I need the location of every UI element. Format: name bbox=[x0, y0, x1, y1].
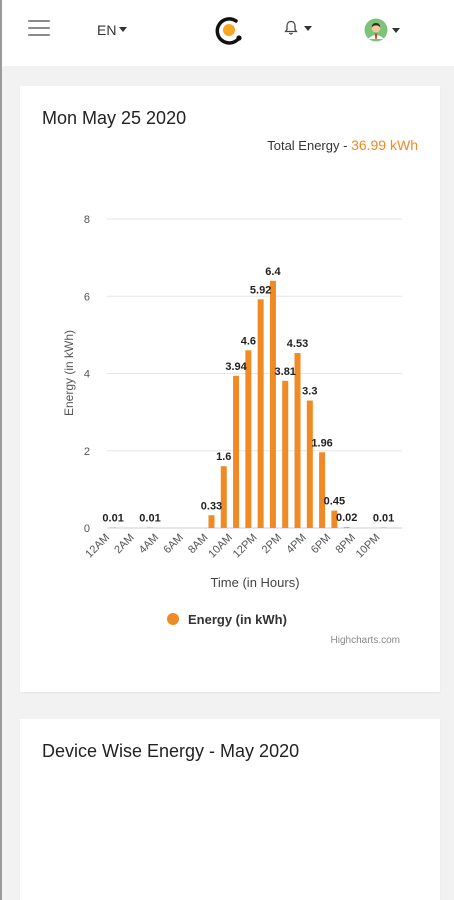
y-tick-label: 0 bbox=[84, 523, 90, 535]
chevron-down-icon bbox=[119, 26, 128, 32]
data-label: 0.33 bbox=[201, 500, 222, 512]
data-label: 4.53 bbox=[287, 338, 308, 350]
data-label: 1.96 bbox=[311, 437, 332, 449]
bar[interactable] bbox=[282, 380, 289, 528]
data-label: 4.6 bbox=[241, 335, 256, 347]
card-title: Device Wise Energy - May 2020 bbox=[42, 741, 300, 761]
user-menu[interactable] bbox=[364, 18, 400, 42]
x-tick-label: 4PM bbox=[284, 532, 308, 556]
chart-legend[interactable]: Energy (in kWh) bbox=[167, 612, 287, 627]
y-tick-label: 8 bbox=[84, 214, 90, 226]
data-label: 3.81 bbox=[275, 366, 296, 378]
x-tick-label: 4AM bbox=[137, 532, 161, 556]
x-tick-label: 12PM bbox=[231, 532, 260, 561]
data-label: 0.45 bbox=[324, 496, 345, 508]
y-axis-label: Energy (in kWh) bbox=[62, 330, 76, 416]
energy-bar-chart: 0.01 0.01 0.33 1.6 3.94 4.6 5.92 6.4 3.81 4.53 3.3… bbox=[62, 214, 402, 646]
top-bar: EN bbox=[2, 0, 454, 66]
bar[interactable] bbox=[319, 452, 326, 528]
x-tick-label: 12AM bbox=[83, 532, 112, 561]
data-label: 3.3 bbox=[302, 386, 317, 398]
data-label: 1.6 bbox=[216, 451, 231, 463]
legend-label: Energy (in kWh) bbox=[188, 612, 287, 627]
device-wise-energy-card: Device Wise Energy - May 2020 bbox=[20, 719, 440, 900]
bar[interactable] bbox=[233, 375, 240, 528]
y-tick-label: 2 bbox=[84, 446, 90, 458]
menu-icon[interactable] bbox=[28, 20, 50, 38]
total-energy-label: Total Energy - bbox=[267, 138, 352, 153]
bar[interactable] bbox=[331, 510, 338, 528]
data-label: 6.4 bbox=[265, 266, 281, 278]
x-tick-label: 10PM bbox=[354, 532, 383, 561]
bar[interactable] bbox=[294, 353, 301, 528]
bar[interactable] bbox=[245, 350, 252, 528]
bar[interactable] bbox=[220, 466, 227, 528]
data-label: 0.02 bbox=[336, 512, 357, 524]
bar[interactable] bbox=[257, 299, 264, 528]
user-avatar-icon bbox=[364, 18, 388, 42]
language-label: EN bbox=[97, 22, 117, 38]
app-logo-icon[interactable] bbox=[210, 13, 246, 49]
bar[interactable] bbox=[208, 515, 215, 528]
y-tick-label: 4 bbox=[84, 369, 90, 381]
data-label: 0.01 bbox=[139, 513, 160, 525]
chevron-down-icon bbox=[392, 27, 400, 33]
x-tick-label: 6PM bbox=[309, 532, 333, 556]
legend-marker bbox=[167, 613, 179, 625]
x-tick-label: 10AM bbox=[206, 532, 235, 561]
bar[interactable] bbox=[343, 527, 350, 528]
bar[interactable] bbox=[306, 400, 313, 528]
card-title: Mon May 25 2020 bbox=[42, 108, 187, 128]
x-tick-label: 2AM bbox=[112, 532, 136, 556]
chevron-down-icon bbox=[304, 25, 312, 31]
x-tick-label: 2PM bbox=[260, 532, 284, 556]
bar[interactable] bbox=[269, 280, 276, 528]
daily-energy-card: Mon May 25 2020 Total Energy - 36.99 kWh… bbox=[20, 86, 440, 692]
bell-icon bbox=[284, 20, 298, 35]
x-axis-label: Time (in Hours) bbox=[210, 575, 299, 590]
data-label: 5.92 bbox=[250, 284, 271, 296]
y-tick-label: 6 bbox=[84, 291, 90, 303]
language-selector[interactable]: EN bbox=[97, 22, 128, 38]
data-label: 3.94 bbox=[225, 361, 247, 373]
data-label: 0.01 bbox=[373, 513, 394, 525]
total-energy: Total Energy - 36.99 kWh bbox=[267, 137, 418, 153]
x-tick-label: 6AM bbox=[161, 532, 185, 556]
data-label: 0.01 bbox=[102, 513, 123, 525]
notifications-button[interactable] bbox=[284, 20, 312, 36]
total-energy-value: 36.99 kWh bbox=[351, 137, 418, 153]
chart-credit[interactable]: Highcharts.com bbox=[331, 635, 400, 646]
